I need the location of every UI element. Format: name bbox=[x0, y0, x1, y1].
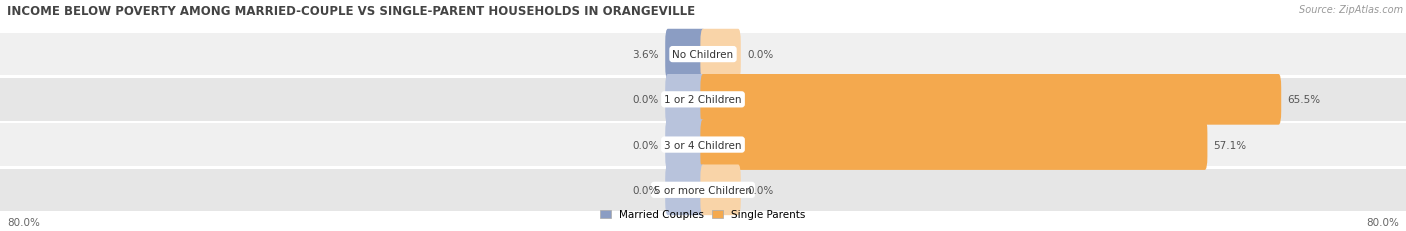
Text: 3 or 4 Children: 3 or 4 Children bbox=[664, 140, 742, 150]
Text: 57.1%: 57.1% bbox=[1213, 140, 1247, 150]
FancyBboxPatch shape bbox=[665, 165, 706, 215]
Text: No Children: No Children bbox=[672, 50, 734, 60]
FancyBboxPatch shape bbox=[665, 75, 706, 125]
FancyBboxPatch shape bbox=[700, 165, 741, 215]
Bar bbox=[0, 34, 1406, 76]
FancyBboxPatch shape bbox=[700, 75, 1281, 125]
Text: 0.0%: 0.0% bbox=[747, 50, 773, 60]
Text: 0.0%: 0.0% bbox=[633, 185, 659, 195]
Text: 3.6%: 3.6% bbox=[633, 50, 659, 60]
Bar bbox=[0, 124, 1406, 166]
Bar bbox=[0, 169, 1406, 211]
Text: 80.0%: 80.0% bbox=[1367, 217, 1399, 227]
FancyBboxPatch shape bbox=[700, 120, 1208, 170]
Bar bbox=[0, 79, 1406, 121]
Text: 0.0%: 0.0% bbox=[633, 95, 659, 105]
Text: 0.0%: 0.0% bbox=[633, 140, 659, 150]
FancyBboxPatch shape bbox=[700, 30, 741, 80]
Text: 5 or more Children: 5 or more Children bbox=[654, 185, 752, 195]
Text: Source: ZipAtlas.com: Source: ZipAtlas.com bbox=[1299, 5, 1403, 15]
Text: INCOME BELOW POVERTY AMONG MARRIED-COUPLE VS SINGLE-PARENT HOUSEHOLDS IN ORANGEV: INCOME BELOW POVERTY AMONG MARRIED-COUPL… bbox=[7, 5, 695, 18]
Text: 80.0%: 80.0% bbox=[7, 217, 39, 227]
Text: 0.0%: 0.0% bbox=[747, 185, 773, 195]
FancyBboxPatch shape bbox=[665, 120, 706, 170]
Text: 1 or 2 Children: 1 or 2 Children bbox=[664, 95, 742, 105]
FancyBboxPatch shape bbox=[665, 30, 706, 80]
Text: 65.5%: 65.5% bbox=[1288, 95, 1320, 105]
Legend: Married Couples, Single Parents: Married Couples, Single Parents bbox=[596, 205, 810, 224]
